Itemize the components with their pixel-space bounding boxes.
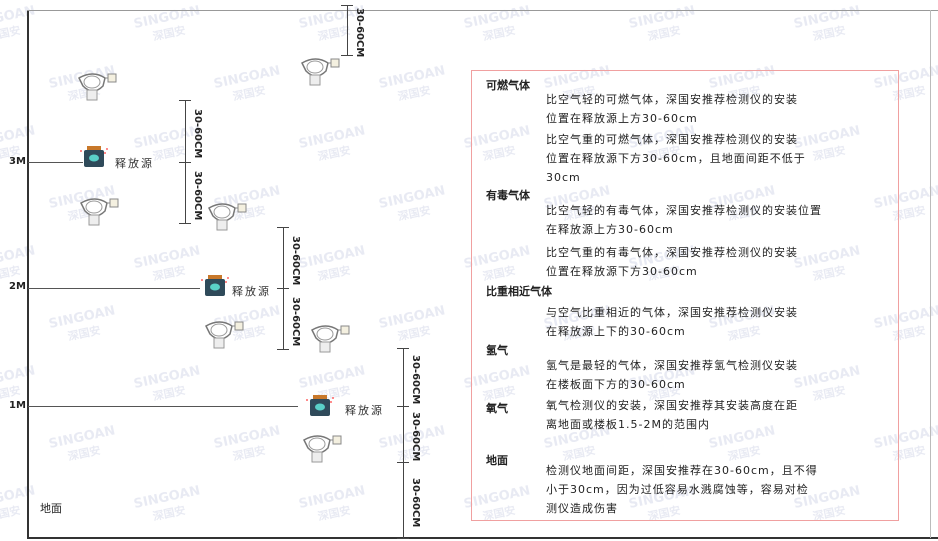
dimension-tick bbox=[397, 538, 409, 539]
toxic-title: 有毒气体 bbox=[486, 189, 530, 202]
level-1m-line bbox=[28, 406, 298, 407]
dimension-tick bbox=[397, 348, 409, 349]
dimension-tick bbox=[179, 223, 191, 224]
combustible-lighter: 比空气轻的可燃气体，深国安推荐检测仪的安装 位置在释放源上方30-60cm bbox=[546, 93, 798, 125]
release-source-label: 释放源 bbox=[232, 285, 271, 298]
dimension-tick bbox=[397, 462, 409, 463]
info-panel: 可燃气体 比空气轻的可燃气体，深国安推荐检测仪的安装 位置在释放源上方30-60c… bbox=[471, 70, 899, 521]
gas-detector-icon bbox=[80, 198, 119, 226]
dimension-label: 30-60CM bbox=[290, 296, 301, 346]
dimension-label: 30-60CM bbox=[410, 412, 421, 462]
release-source-icon bbox=[201, 275, 229, 296]
dimension-tick bbox=[397, 406, 409, 407]
dimension-label: 30-60CM bbox=[192, 109, 203, 159]
dimension-label: 30-60CM bbox=[354, 8, 365, 58]
ground-title: 地面 bbox=[486, 454, 508, 467]
dimension-tick bbox=[277, 349, 289, 350]
dimension-line bbox=[185, 100, 186, 223]
dimension-line bbox=[347, 5, 348, 55]
oxygen-title: 氧气 bbox=[486, 402, 508, 415]
dimension-tick bbox=[277, 288, 289, 289]
level-1m-label: 1M bbox=[9, 400, 26, 411]
similar-title: 比重相近气体 bbox=[486, 285, 552, 298]
similar-text: 与空气比重相近的气体，深国安推荐检测仪安装 在释放源上下的30-60cm bbox=[546, 306, 798, 338]
toxic-lighter: 比空气轻的有毒气体，深国安推荐检测仪的安装位置 在释放源上方30-60cm bbox=[546, 204, 822, 236]
oxygen-text: 氧气检测仪的安装，深国安推荐其安装高度在距 离地面或楼板1.5-2M的范围内 bbox=[546, 399, 798, 431]
ground-label: 地面 bbox=[40, 502, 62, 515]
release-source-label: 释放源 bbox=[345, 404, 384, 417]
gas-detector-icon bbox=[303, 435, 342, 463]
combustible-heavier: 比空气重的可燃气体，深国安推荐检测仪的安装 位置在释放源下方30-60cm，且地面… bbox=[546, 133, 806, 184]
dimension-tick bbox=[179, 100, 191, 101]
toxic-heavier: 比空气重的有毒气体，深国安推荐检测仪的安装 位置在释放源下方30-60cm bbox=[546, 246, 798, 278]
dimension-label: 30-60CM bbox=[410, 478, 421, 528]
combustible-title: 可燃气体 bbox=[486, 79, 530, 92]
gas-detector-icon bbox=[311, 325, 350, 353]
dimension-tick bbox=[179, 162, 191, 163]
release-source-icon bbox=[80, 146, 108, 167]
dimension-line bbox=[403, 348, 404, 538]
level-3m-line bbox=[28, 162, 83, 163]
release-source-icon bbox=[306, 395, 334, 416]
wall-line bbox=[27, 10, 29, 539]
ground-text: 检测仪地面间距，深国安推荐在30-60cm，且不得 小于30cm，因为过低容易水溅… bbox=[546, 464, 818, 515]
release-source-label: 释放源 bbox=[115, 157, 154, 170]
right-border bbox=[930, 10, 931, 538]
gas-detector-icon bbox=[208, 203, 247, 231]
ceiling-line bbox=[27, 10, 938, 11]
hydrogen-text: 氢气是最轻的气体，深国安推荐氢气检测仪安装 在楼板面下方的30-60cm bbox=[546, 359, 798, 391]
floor-line bbox=[27, 537, 938, 539]
level-2m-line bbox=[28, 288, 200, 289]
dimension-tick bbox=[341, 5, 353, 6]
dimension-tick bbox=[277, 227, 289, 228]
dimension-label: 30-60CM bbox=[410, 355, 421, 405]
gas-detector-icon bbox=[205, 321, 244, 349]
gas-detector-icon bbox=[301, 58, 340, 86]
dimension-label: 30-60CM bbox=[192, 170, 203, 220]
gas-detector-icon bbox=[78, 73, 117, 101]
dimension-tick bbox=[341, 55, 353, 56]
dimension-label: 30-60CM bbox=[290, 235, 301, 285]
hydrogen-title: 氢气 bbox=[486, 344, 508, 357]
level-3m-label: 3M bbox=[9, 156, 26, 167]
level-2m-label: 2M bbox=[9, 281, 26, 292]
